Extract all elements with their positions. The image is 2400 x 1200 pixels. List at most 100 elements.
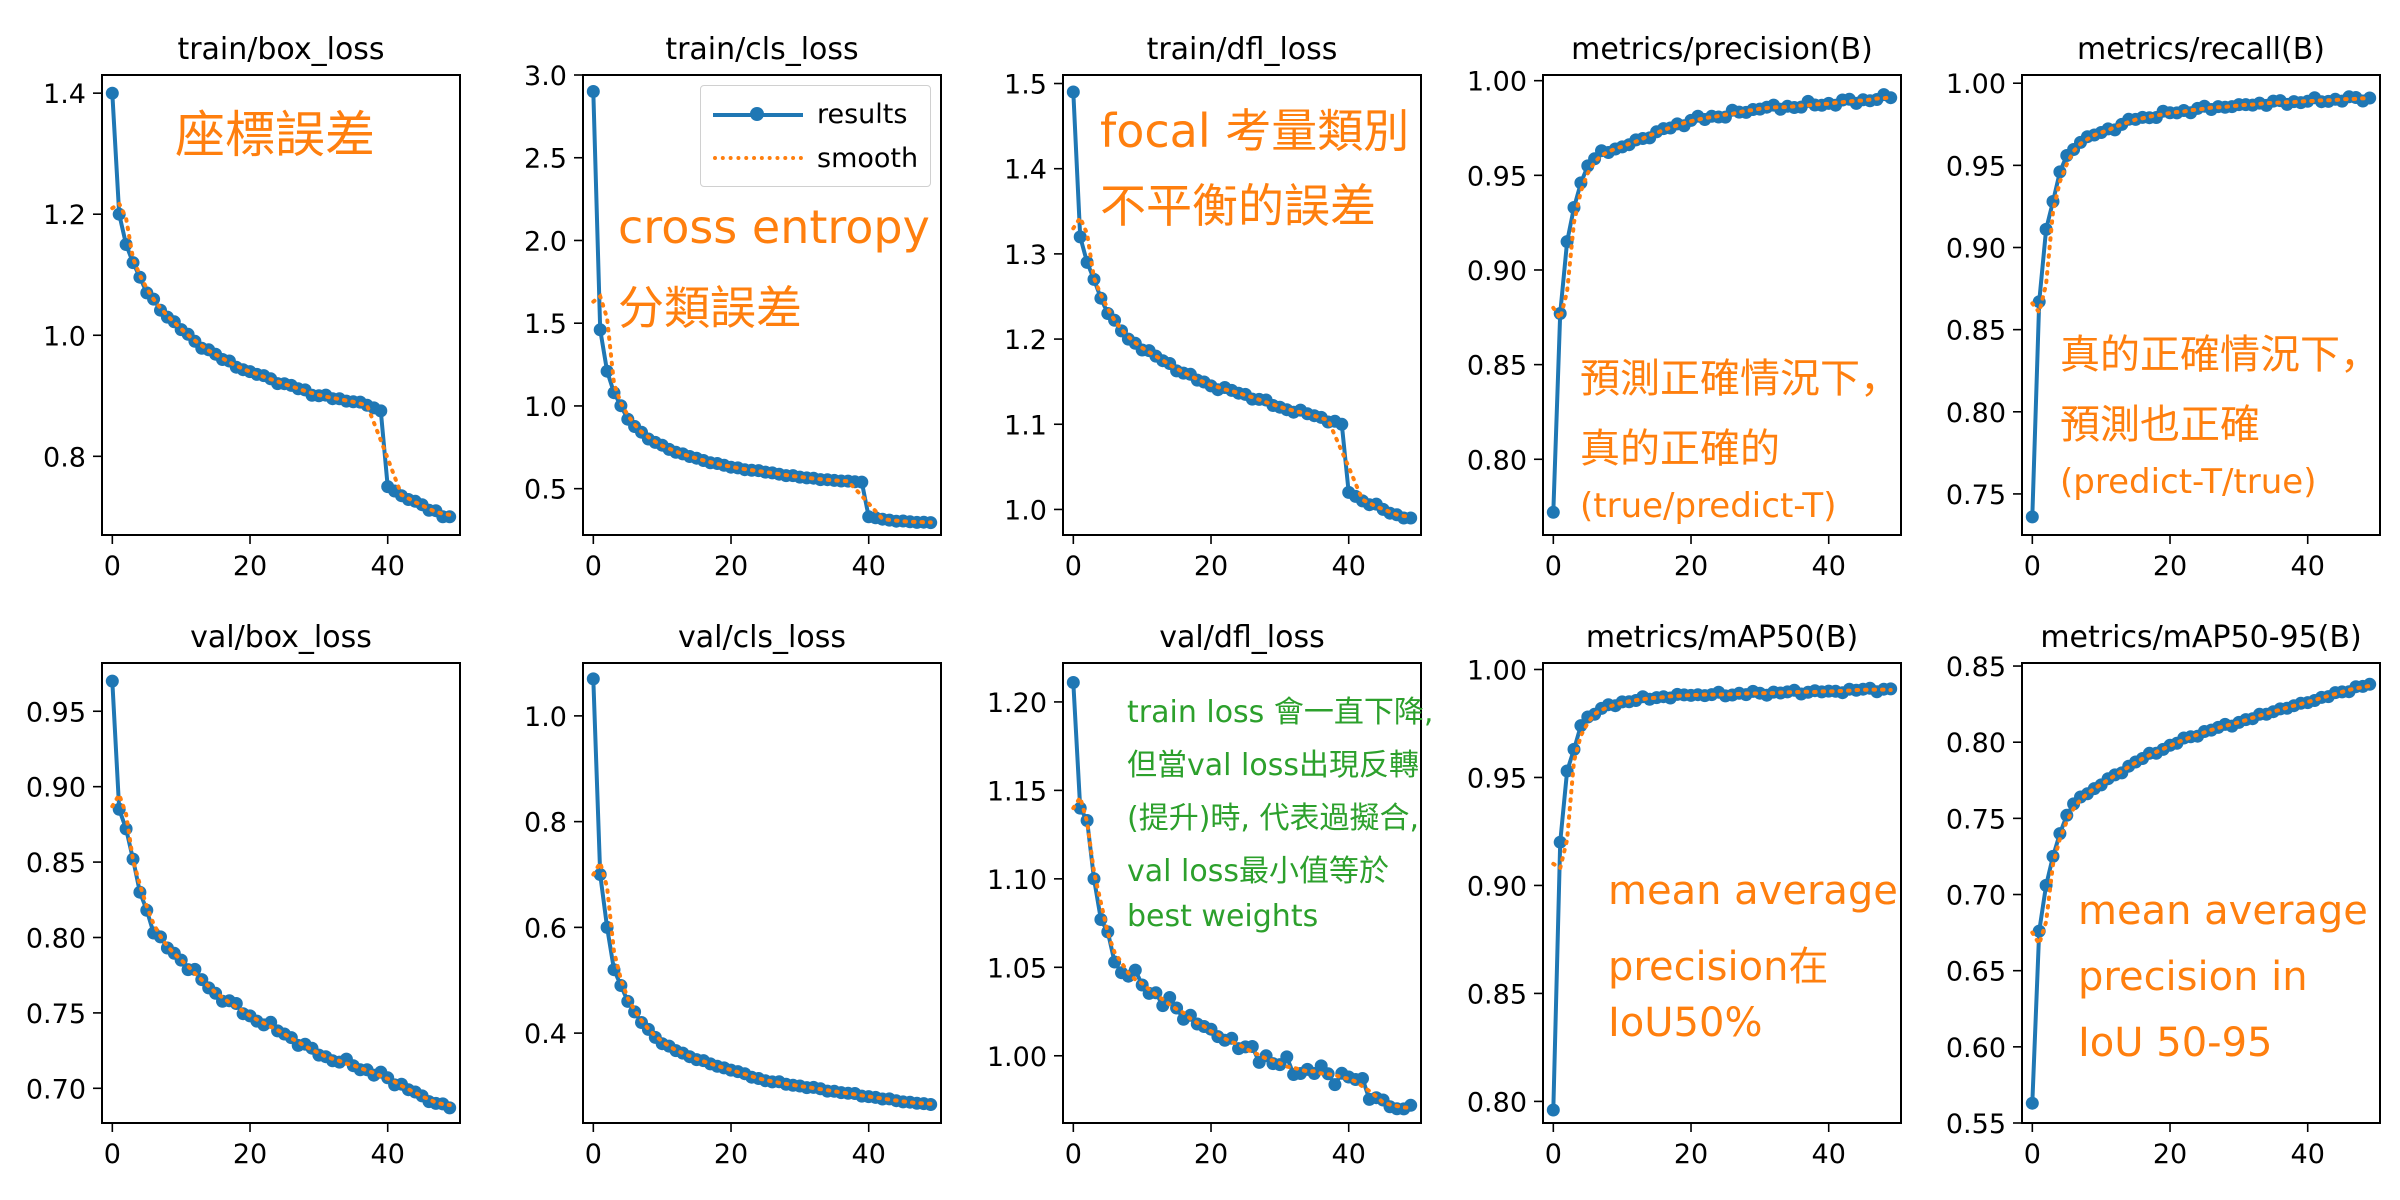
results-point: [1066, 676, 1080, 689]
smooth-line: [1071, 213, 1413, 519]
y-tick-label: 0.90: [1467, 256, 1527, 287]
y-tick-label: 1.05: [987, 953, 1047, 984]
y-tick-label: 1.0: [43, 321, 86, 352]
y-tick-label: 0.80: [1467, 445, 1527, 476]
smooth-line: [591, 292, 933, 525]
subplot-metrics-map50-95-b-: metrics/mAP50-95(B) 0.55 0.60 0.65 0.70 0.75 0…: [1946, 620, 2381, 1170]
x-tick-label: 0: [104, 1139, 121, 1170]
subplot-frame: [1542, 74, 1902, 536]
y-tick-label: 0.85: [1467, 979, 1527, 1010]
x-tick-label: 0: [1545, 551, 1562, 582]
results-point: [1884, 91, 1898, 105]
y-tick-label: 0.95: [1467, 763, 1527, 794]
y-tick-label: 1.15: [987, 776, 1047, 807]
y-tick-label: 0.95: [26, 697, 86, 728]
y-tick-label: 1.00: [1946, 69, 2006, 100]
y-tick-label: 0.55: [1946, 1109, 2006, 1140]
results-point: [1101, 925, 1115, 939]
subplot-metrics-map50-b-: metrics/mAP50(B) 0.80 0.85 0.90 0.95 1.00 0 20 4…: [1467, 620, 1902, 1170]
x-tick-label: 40: [852, 551, 886, 582]
subplot-title: val/box_loss: [190, 620, 372, 655]
subplot-val-cls-loss: val/cls_loss 0.4 0.6 0.8 1.0 0 20 40: [524, 620, 942, 1170]
subplot-train-cls-loss: train/cls_loss 0.5 1.0 1.5 2.0 2.5 3.0 0 20 40: [524, 32, 942, 582]
x-tick-label: 40: [1812, 551, 1846, 582]
results-point: [2363, 677, 2377, 691]
y-tick-label: 0.60: [1946, 1033, 2006, 1064]
smooth-line: [1551, 687, 1893, 872]
x-tick-label: 40: [371, 1139, 405, 1170]
y-tick-label: 0.95: [1467, 161, 1527, 192]
y-tick-label: 0.80: [1946, 728, 2006, 759]
results-point: [1356, 1072, 1369, 1085]
results-point: [1128, 963, 1142, 977]
y-tick-label: 1.00: [1467, 67, 1527, 98]
x-tick-label: 0: [2024, 1139, 2041, 1170]
results-point: [188, 962, 202, 976]
x-tick-label: 0: [2024, 551, 2041, 582]
smooth-line: [2030, 683, 2372, 949]
results-point: [119, 238, 133, 251]
smooth-line: [2030, 96, 2372, 317]
results-point: [2363, 91, 2377, 105]
x-tick-label: 20: [233, 1139, 267, 1170]
results-point: [1546, 1103, 1560, 1117]
x-tick-label: 20: [1194, 551, 1228, 582]
x-tick-label: 0: [1545, 1139, 1562, 1170]
subplot-frame: [101, 662, 461, 1124]
results-point: [600, 364, 614, 378]
x-tick-label: 0: [585, 1139, 602, 1170]
results-point: [2046, 849, 2060, 863]
subplot-metrics-recall-b-: metrics/recall(B) 0.75 0.80 0.85 0.90 0.95 1.0…: [1946, 32, 2381, 582]
y-tick-label: 1.10: [987, 865, 1047, 896]
x-tick-label: 40: [2291, 551, 2325, 582]
x-tick-label: 40: [1332, 551, 1366, 582]
y-tick-label: 0.75: [1946, 480, 2006, 511]
y-tick-label: 0.5: [524, 475, 567, 506]
results-point: [1404, 1098, 1418, 1112]
results-point: [1328, 1078, 1342, 1092]
results-point: [374, 404, 388, 418]
x-tick-label: 20: [714, 551, 748, 582]
results-point: [1546, 505, 1560, 519]
subplot-frame: [1062, 74, 1422, 536]
x-tick-label: 40: [1812, 1139, 1846, 1170]
subplot-title: metrics/mAP50-95(B): [2040, 620, 2361, 655]
smooth-line: [1551, 95, 1893, 324]
subplot-frame: [101, 74, 461, 536]
results-point: [586, 672, 600, 686]
legend-smooth-swatch: [713, 148, 803, 168]
legend-entry-results: results: [713, 92, 918, 136]
results-point: [2039, 222, 2053, 236]
y-tick-label: 0.6: [524, 913, 567, 944]
x-tick-label: 0: [1065, 551, 1082, 582]
results-point: [1567, 742, 1581, 756]
x-tick-label: 20: [2153, 551, 2187, 582]
results-point: [1560, 764, 1574, 778]
smooth-line: [110, 789, 452, 1108]
subplot-title: metrics/mAP50(B): [1586, 620, 1858, 655]
x-tick-label: 40: [852, 1139, 886, 1170]
x-tick-label: 20: [714, 1139, 748, 1170]
subplot-frame: [582, 662, 942, 1124]
results-point: [855, 475, 869, 489]
y-tick-label: 0.4: [524, 1019, 567, 1050]
y-tick-label: 1.1: [1004, 410, 1047, 441]
y-tick-label: 0.70: [1946, 881, 2006, 912]
results-point: [593, 323, 607, 337]
y-tick-label: 0.85: [1467, 351, 1527, 382]
x-tick-label: 40: [1332, 1139, 1366, 1170]
results-point: [1080, 255, 1094, 269]
y-tick-label: 0.65: [1946, 957, 2006, 988]
subplot-train-box-loss: train/box_loss 0.8 1.0 1.2 1.4 0 20 40: [43, 32, 461, 582]
smooth-line: [110, 200, 452, 517]
subplot-title: metrics/recall(B): [2077, 32, 2325, 67]
y-tick-label: 0.80: [1946, 398, 2006, 429]
subplot-title: train/box_loss: [177, 32, 384, 67]
x-tick-label: 0: [1065, 1139, 1082, 1170]
legend: results smooth: [700, 85, 932, 187]
y-tick-label: 0.75: [26, 999, 86, 1030]
results-point: [1066, 85, 1080, 99]
results-line: [110, 680, 451, 1110]
smooth-line: [591, 857, 933, 1106]
y-tick-label: 1.5: [1004, 70, 1047, 101]
